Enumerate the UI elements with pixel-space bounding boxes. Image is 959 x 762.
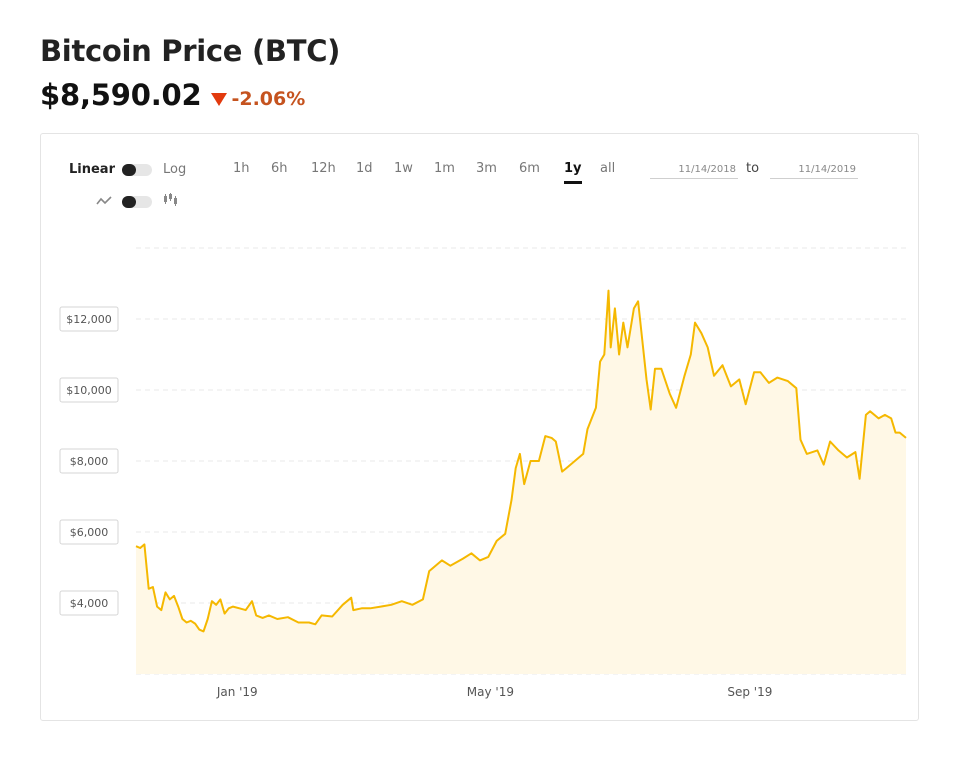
y-tick-box [59,377,119,403]
date-from-input[interactable] [650,160,738,179]
range-6h[interactable]: 6h [271,161,288,176]
range-1h[interactable]: 1h [233,161,250,176]
y-tick-text: $6,000 [70,526,109,539]
range-1m[interactable]: 1m [434,161,455,176]
page-title: Bitcoin Price (BTC) [40,34,341,68]
scale-log-label[interactable]: Log [163,162,187,177]
chart-toolbar: Linear Log 1h 6h 12h 1d 1w 1m 3m 6m 1y a… [41,134,918,214]
y-tick-text: $10,000 [66,384,112,397]
scale-linear-label[interactable]: Linear [69,162,115,177]
price-change-value: -2.06% [231,87,306,110]
y-tick-box [59,519,119,545]
range-12h[interactable]: 12h [311,161,336,176]
range-1w[interactable]: 1w [394,161,413,176]
x-tick-label: Sep '19 [727,685,772,699]
y-tick-label: $10,000 [59,377,119,403]
x-tick-label: Jan '19 [216,685,258,699]
x-tick-label: May '19 [467,685,514,699]
date-to-input[interactable] [770,160,858,179]
range-3m[interactable]: 3m [476,161,497,176]
current-price: $8,590.02 [40,78,202,112]
chart-type-toggle[interactable] [122,196,152,208]
range-1d[interactable]: 1d [356,161,373,176]
y-tick-box [59,590,119,616]
price-chart: coindesk$4,000$6,000$8,000$10,000$12,000… [59,247,907,699]
range-all[interactable]: all [600,161,616,176]
price-line [135,289,907,633]
down-arrow-icon [211,93,228,106]
y-tick-label: $6,000 [59,519,119,545]
candlestick-icon[interactable] [162,192,178,208]
y-tick-label: $4,000 [59,590,119,616]
y-tick-box [59,448,119,474]
y-tick-label: $12,000 [59,306,119,332]
y-tick-text: $8,000 [70,455,109,468]
scale-toggle-knob [122,164,136,176]
price-row: $8,590.02 -2.06% [40,78,305,112]
price-area [136,290,906,674]
y-tick-text: $12,000 [66,313,112,326]
y-tick-label: $8,000 [59,448,119,474]
chart-type-toggle-knob [122,196,136,208]
scale-toggle[interactable] [122,164,152,176]
range-6m[interactable]: 6m [519,161,540,176]
chart-card: coindesk$4,000$6,000$8,000$10,000$12,000… [40,133,919,721]
range-1y[interactable]: 1y [564,161,582,184]
y-tick-text: $4,000 [70,597,109,610]
line-chart-icon[interactable] [96,194,112,208]
y-tick-box [59,306,119,332]
price-change: -2.06% [211,88,305,110]
date-to-label: to [746,161,760,176]
